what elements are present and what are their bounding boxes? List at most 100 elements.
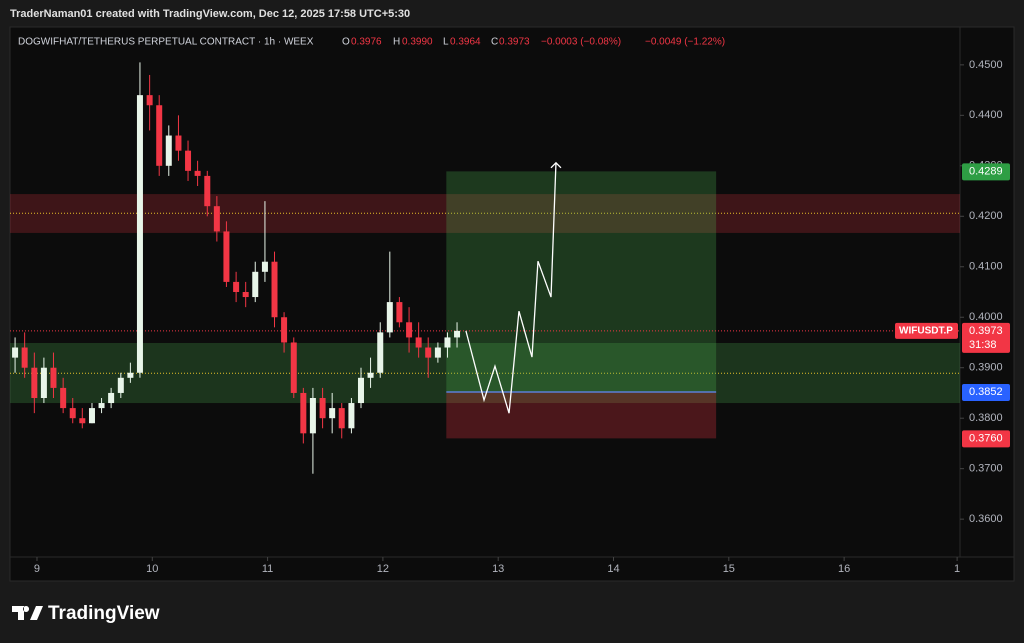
- loss-zone: [446, 391, 717, 439]
- candle-body: [348, 403, 355, 429]
- candle-body: [252, 271, 259, 298]
- candle-body: [204, 175, 211, 207]
- candle-body: [377, 332, 384, 373]
- profit-zone: [446, 171, 717, 392]
- symbol: DOGWIFHAT/TETHERUS PERPETUAL CONTRACT · …: [18, 37, 314, 48]
- l-val: 0.3964: [450, 37, 481, 48]
- x-tick-label: 16: [838, 563, 850, 575]
- candle-body: [367, 372, 374, 378]
- candle-body: [21, 347, 28, 368]
- projection: [465, 162, 557, 414]
- candle-body: [156, 105, 163, 166]
- candle-body: [396, 302, 403, 323]
- candle-body: [454, 330, 461, 338]
- logo-text: TradingView: [48, 603, 160, 624]
- x-tick-label: 1: [954, 563, 960, 575]
- logo: TradingView: [12, 603, 160, 624]
- candle-body: [406, 322, 413, 338]
- legend: DOGWIFHAT/TETHERUS PERPETUAL CONTRACT · …: [18, 37, 725, 48]
- candle-body: [261, 261, 268, 272]
- x-tick-label: 15: [723, 563, 735, 575]
- candle-body: [69, 408, 76, 419]
- o-key: O: [342, 37, 350, 48]
- candle-body: [88, 408, 95, 424]
- chart-pane: [9, 26, 1015, 582]
- candle-body: [290, 342, 297, 393]
- price-tag: [962, 322, 1010, 353]
- candle-body: [386, 302, 393, 333]
- candle-body: [415, 337, 422, 348]
- candle-body: [50, 367, 57, 388]
- candle-body: [309, 398, 316, 434]
- header: TraderNaman01 created with TradingView.c…: [10, 8, 410, 20]
- candle-body: [146, 95, 153, 106]
- candle-body: [434, 347, 441, 358]
- candle-body: [12, 347, 19, 358]
- h-key: H: [393, 37, 400, 48]
- y-tick-label: 0.3900: [969, 362, 1003, 374]
- y-tick-label: 0.3700: [969, 463, 1003, 475]
- candle-body: [242, 292, 249, 298]
- candle-body: [194, 170, 201, 176]
- candle-body: [338, 408, 345, 429]
- candle-body: [127, 372, 134, 378]
- candle-body: [357, 377, 364, 404]
- change-day: −0.0049 (−1.22%): [645, 37, 725, 48]
- candle-body: [40, 367, 47, 398]
- y-tick-label: 0.4100: [969, 261, 1003, 273]
- candle-body: [300, 392, 307, 434]
- candle-body: [281, 317, 288, 343]
- y-tick-label: 0.4500: [969, 59, 1003, 71]
- candle-body: [223, 231, 230, 282]
- c-key: C: [491, 37, 498, 48]
- price-tag-label: 0.4289: [969, 165, 1003, 177]
- change: −0.0003 (−0.08%): [541, 37, 621, 48]
- y-tick-label: 0.4400: [969, 109, 1003, 121]
- logo-mark: [12, 606, 43, 620]
- y-tick-label: 0.4200: [969, 210, 1003, 222]
- candle-body: [136, 95, 143, 373]
- plot: [10, 62, 960, 474]
- x-tick-label: 12: [377, 563, 389, 575]
- candle-body: [165, 135, 172, 166]
- ticker: WIFUSDT.P: [899, 326, 953, 337]
- candle-body: [31, 367, 38, 398]
- price-tag-label: 0.3973: [969, 325, 1003, 337]
- price-tag: [962, 383, 1010, 401]
- zone: [10, 194, 960, 233]
- price-tag-label: 0.3852: [969, 386, 1003, 398]
- candle-body: [271, 261, 278, 318]
- projection-arrow: [550, 161, 562, 169]
- candle-body: [213, 206, 220, 232]
- candle-body: [79, 418, 86, 424]
- candle-body: [175, 135, 182, 151]
- candle-body: [185, 150, 192, 171]
- price-tag: [962, 163, 1010, 181]
- x-tick-label: 14: [607, 563, 619, 575]
- c-val: 0.3973: [499, 37, 530, 48]
- h-val: 0.3990: [402, 37, 433, 48]
- candle-body: [319, 398, 326, 419]
- l-key: L: [443, 37, 449, 48]
- candle-body: [60, 387, 67, 409]
- x-tick-label: 10: [146, 563, 158, 575]
- x-tick-label: 9: [34, 563, 40, 575]
- candle-body: [444, 337, 451, 348]
- axes: 0.3600 0.3700 0.3800 0.3900 0.4000 0.4100 0.42…: [34, 59, 1010, 575]
- candle-body: [117, 377, 124, 393]
- y-tick-label: 0.4000: [969, 311, 1003, 323]
- o-val: 0.3976: [351, 37, 382, 48]
- price-tag: [962, 430, 1010, 448]
- zone: [10, 342, 960, 404]
- candle-body: [98, 403, 105, 409]
- y-tick-label: 0.3600: [969, 513, 1003, 525]
- candle-body: [233, 281, 240, 292]
- ticker-tag: [895, 322, 958, 339]
- candle-body: [425, 347, 432, 358]
- price-tag-label: 0.3760: [969, 432, 1003, 444]
- y-tick-label: 0.3800: [969, 412, 1003, 424]
- candle-body: [329, 408, 336, 419]
- candle-body: [108, 392, 115, 404]
